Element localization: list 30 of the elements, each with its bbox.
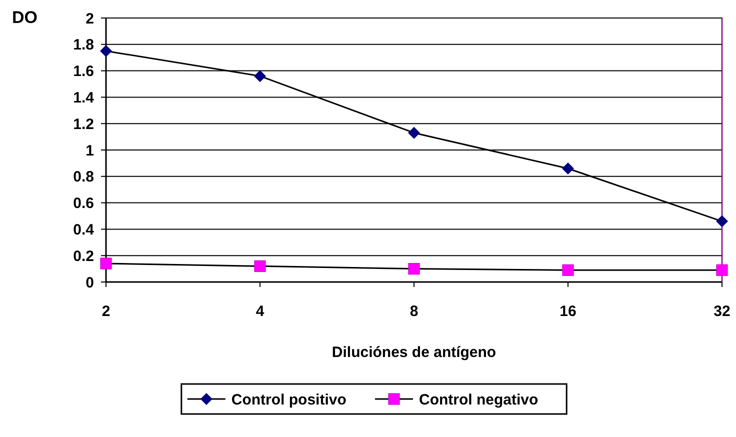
x-axis-title: Diluciónes de antígeno <box>332 344 496 361</box>
y-axis-title: DO <box>12 8 38 27</box>
point <box>100 45 112 57</box>
x-tick-label: 16 <box>560 303 576 320</box>
point <box>562 264 574 276</box>
point <box>408 126 420 139</box>
y-tick-label: 0.6 <box>73 195 94 212</box>
point <box>254 70 266 82</box>
legend-label: Control negativo <box>419 391 538 408</box>
point <box>716 215 728 228</box>
point <box>562 162 574 174</box>
y-tick-label: 1.6 <box>73 63 94 80</box>
legend-label: Control positivo <box>231 391 346 408</box>
point <box>408 263 420 275</box>
y-tick-label: 0 <box>86 274 94 292</box>
y-tick-label: 1.2 <box>73 116 94 133</box>
y-tick-label: 1.4 <box>73 89 95 106</box>
x-tick-label: 4 <box>256 303 265 320</box>
point <box>254 260 266 272</box>
point <box>100 258 112 270</box>
y-tick-label: 0.4 <box>73 221 95 238</box>
x-tick-label: 2 <box>102 303 110 320</box>
y-tick-label: 0.8 <box>73 168 94 186</box>
x-tick-label: 32 <box>714 303 730 320</box>
y-tick-label: 1 <box>86 142 94 160</box>
y-tick-label: 0.2 <box>73 248 94 265</box>
y-tick-label: 2 <box>86 10 94 28</box>
point <box>716 264 728 276</box>
y-tick-label: 1.8 <box>73 36 94 54</box>
x-tick-label: 8 <box>410 303 418 320</box>
